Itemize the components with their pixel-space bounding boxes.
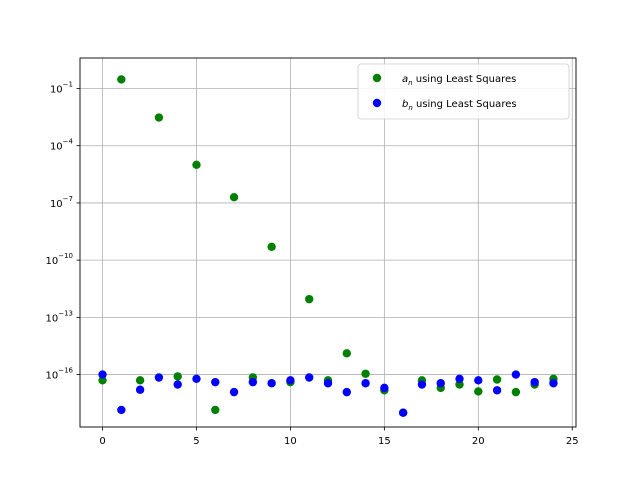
x-tick-label: 25 <box>566 436 579 447</box>
a-n-point <box>135 376 145 385</box>
b-n-point <box>323 379 333 388</box>
b-n-point <box>98 370 107 379</box>
legend: an using Least Squares bn using Least Squ… <box>357 63 570 120</box>
a-n-point <box>211 405 220 415</box>
b-n-point <box>117 405 126 415</box>
b-n-point <box>211 377 220 387</box>
legend-label: an using Least Squares <box>402 74 516 87</box>
b-n-point <box>192 374 201 383</box>
b-n-point <box>511 370 521 379</box>
legend-marker <box>372 98 382 108</box>
a-n-point <box>154 113 164 122</box>
b-n-point <box>398 408 408 417</box>
y-tick-label: 10−1 <box>50 81 73 96</box>
y-tick-base: 10 <box>50 142 63 153</box>
x-axis: 0 5 10 15 20 25 <box>99 427 579 447</box>
a-n-point <box>361 369 370 378</box>
x-tick-label: 5 <box>193 436 199 447</box>
y-tick-label: 10−10 <box>45 252 73 267</box>
b-n-point <box>135 385 145 394</box>
b-n-point <box>305 373 314 382</box>
a-n-point <box>98 376 107 385</box>
b-n-point <box>361 379 370 388</box>
y-tick-exponent: −1 <box>63 81 73 89</box>
b-n-point <box>267 379 276 388</box>
grid-lines <box>80 58 576 427</box>
y-tick-label: 10−4 <box>50 138 74 153</box>
a-n-point <box>492 375 502 384</box>
y-tick-exponent: −13 <box>58 309 73 317</box>
y-tick-label: 10−16 <box>45 367 73 382</box>
data-points <box>98 75 558 417</box>
b-n-point <box>380 383 389 393</box>
a-n-point <box>267 242 276 252</box>
b-n-point <box>549 379 558 388</box>
legend-label: bn using Least Squares <box>402 99 517 112</box>
a-n-point <box>342 349 351 358</box>
y-tick-base: 10 <box>45 256 58 267</box>
y-tick-base: 10 <box>45 313 58 324</box>
a-n-point <box>117 75 126 84</box>
b-n-point <box>286 376 295 385</box>
a-n-point <box>305 294 314 304</box>
a-n-point <box>474 387 483 396</box>
b-n-point <box>530 377 539 387</box>
y-tick-label: 10−7 <box>50 195 73 210</box>
y-tick-base: 10 <box>50 85 63 96</box>
y-tick-base: 10 <box>45 371 58 382</box>
y-tick-exponent: −4 <box>63 138 74 146</box>
x-tick-label: 10 <box>284 436 297 447</box>
b-n-point <box>173 380 182 389</box>
a-n-point <box>229 192 239 202</box>
b-n-point <box>342 387 351 397</box>
legend-box <box>357 63 570 120</box>
y-tick-label: 10−13 <box>45 309 73 324</box>
y-tick-base: 10 <box>50 199 63 210</box>
plot-area-frame <box>79 57 577 428</box>
a-n-point <box>455 380 464 389</box>
a-n-point <box>511 387 521 397</box>
x-tick-label: 15 <box>378 436 391 447</box>
b-n-point <box>436 379 445 388</box>
y-tick-exponent: −7 <box>63 195 73 203</box>
b-n-point <box>248 377 258 387</box>
x-tick-label: 20 <box>472 436 485 447</box>
y-tick-exponent: −10 <box>58 252 73 260</box>
b-n-point <box>492 386 502 395</box>
x-tick-label: 0 <box>99 436 105 447</box>
a-n-point <box>173 372 182 381</box>
b-n-point <box>154 373 164 382</box>
b-n-point <box>229 387 239 397</box>
b-n-point <box>455 374 464 383</box>
a-n-point <box>192 160 201 169</box>
b-n-point <box>474 376 483 385</box>
b-n-point <box>417 380 427 389</box>
legend-marker <box>372 73 382 83</box>
y-tick-exponent: −16 <box>58 367 73 375</box>
